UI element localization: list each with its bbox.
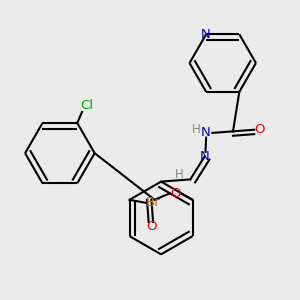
Text: H: H <box>175 168 184 181</box>
Text: O: O <box>255 123 265 136</box>
Text: O: O <box>170 187 180 200</box>
Text: N: N <box>200 150 209 163</box>
Text: H: H <box>192 123 201 136</box>
Text: O: O <box>146 220 157 233</box>
Text: Cl: Cl <box>80 98 93 112</box>
Text: Br: Br <box>146 196 160 209</box>
Text: N: N <box>201 126 211 140</box>
Text: N: N <box>201 28 211 41</box>
